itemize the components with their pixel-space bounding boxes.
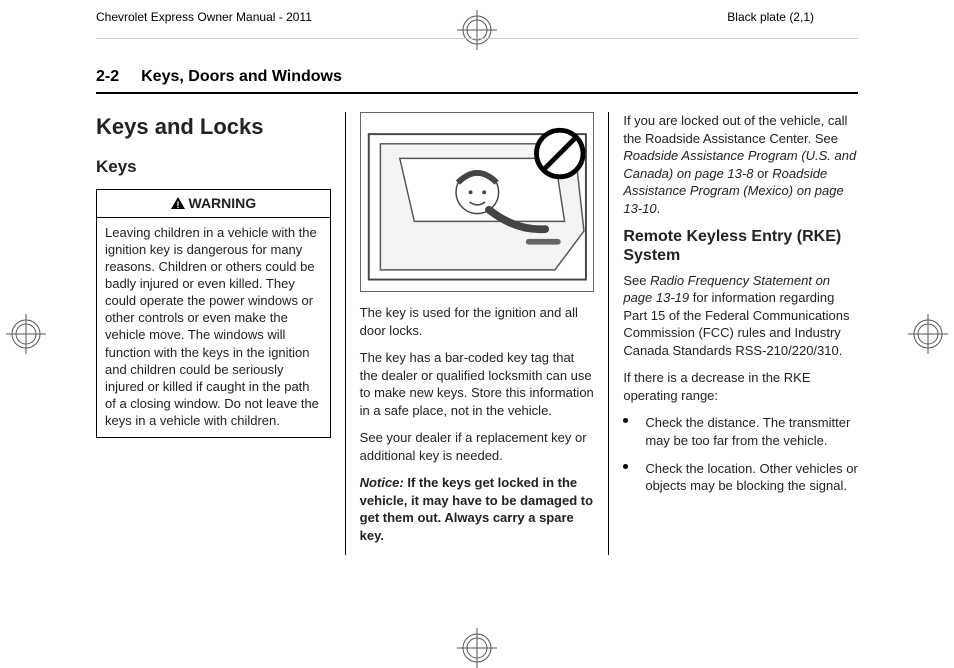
warning-body: Leaving children in a vehicle with the i… xyxy=(97,218,330,438)
content-area: 2-2 Keys, Doors and Windows Keys and Lock… xyxy=(96,68,858,618)
bullet-icon xyxy=(623,464,628,469)
col2-p1: The key is used for the ignition and all… xyxy=(360,304,595,339)
col3-p2: See Radio Frequency Statement on page 13… xyxy=(623,272,858,360)
list-item: Check the distance. The transmitter may … xyxy=(623,414,858,449)
warning-label: WARNING xyxy=(189,195,257,211)
h1-keys-and-locks: Keys and Locks xyxy=(96,112,331,142)
crop-mark-left-icon xyxy=(6,314,46,354)
notice-label: Notice: xyxy=(360,475,404,490)
col3-p2-a: See xyxy=(623,273,650,288)
bullet-text: Check the distance. The transmitter may … xyxy=(645,415,850,448)
bullet-icon xyxy=(623,418,628,423)
col3-p1-mid: or xyxy=(753,166,772,181)
warning-triangle-icon: ! xyxy=(171,195,185,214)
warning-box: ! WARNING Leaving children in a vehicle … xyxy=(96,189,331,439)
rke-bullet-list: Check the distance. The transmitter may … xyxy=(623,414,858,494)
h2-keys: Keys xyxy=(96,156,331,179)
crop-mark-top-icon xyxy=(457,10,497,50)
h3-rke: Remote Keyless Entry (RKE) System xyxy=(623,227,858,265)
col2-notice: Notice: If the keys get locked in the ve… xyxy=(360,474,595,544)
column-1: Keys and Locks Keys ! WARNING Leaving ch… xyxy=(96,112,346,555)
header-rule xyxy=(96,38,858,39)
section-number: 2-2 xyxy=(96,68,119,85)
columns: Keys and Locks Keys ! WARNING Leaving ch… xyxy=(96,112,858,555)
crop-mark-bottom-icon xyxy=(457,628,497,668)
column-3: If you are locked out of the vehicle, ca… xyxy=(609,112,858,555)
crop-mark-right-icon xyxy=(908,314,948,354)
section-bar: 2-2 Keys, Doors and Windows xyxy=(96,68,858,94)
column-2: The key is used for the ignition and all… xyxy=(346,112,610,555)
col3-p1: If you are locked out of the vehicle, ca… xyxy=(623,112,858,217)
list-item: Check the location. Other vehicles or ob… xyxy=(623,460,858,495)
plate-label: Black plate (2,1) xyxy=(727,10,814,24)
key-safety-illustration xyxy=(360,112,595,292)
col3-p3: If there is a decrease in the RKE operat… xyxy=(623,369,858,404)
warning-header: ! WARNING xyxy=(97,190,330,218)
section-title: Keys, Doors and Windows xyxy=(141,68,342,85)
col3-p1-end: . xyxy=(657,201,661,216)
col3-p1-a: If you are locked out of the vehicle, ca… xyxy=(623,113,847,146)
col2-p2: The key has a bar-coded key tag that the… xyxy=(360,349,595,419)
page-root: Chevrolet Express Owner Manual - 2011 Bl… xyxy=(0,0,954,668)
bullet-text: Check the location. Other vehicles or ob… xyxy=(645,461,857,494)
manual-title: Chevrolet Express Owner Manual - 2011 xyxy=(96,10,312,24)
svg-text:!: ! xyxy=(176,200,179,209)
print-header: Chevrolet Express Owner Manual - 2011 Bl… xyxy=(0,10,954,40)
col2-p3: See your dealer if a replacement key or … xyxy=(360,429,595,464)
